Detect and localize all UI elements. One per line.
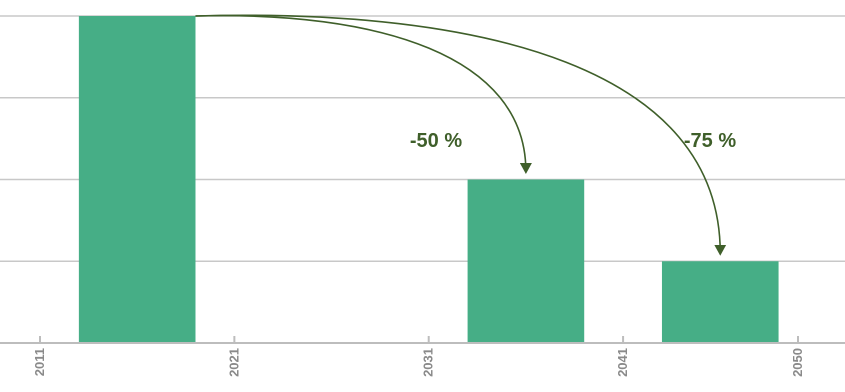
x-tick-label-2: 2021 (226, 348, 241, 377)
x-tick-label-5: 2050 (790, 348, 805, 377)
annotations: -50 % -75 % (195, 14, 736, 256)
bar-2 (467, 179, 585, 343)
bar-1 (78, 16, 196, 343)
x-axis: 2011 2021 2031 2041 2050 (0, 336, 845, 377)
bars (78, 16, 779, 343)
annotation-arrow-2 (195, 14, 727, 256)
annotation-label-2: -75 % (684, 130, 736, 152)
x-tick-label-4: 2041 (615, 348, 630, 377)
x-tick-label-3: 2031 (421, 348, 436, 377)
annotation-label-1: -50 % (410, 130, 462, 152)
annotation-arrow-1 (195, 14, 532, 174)
bar-3 (661, 261, 779, 343)
x-tick-label-1: 2011 (32, 348, 47, 376)
